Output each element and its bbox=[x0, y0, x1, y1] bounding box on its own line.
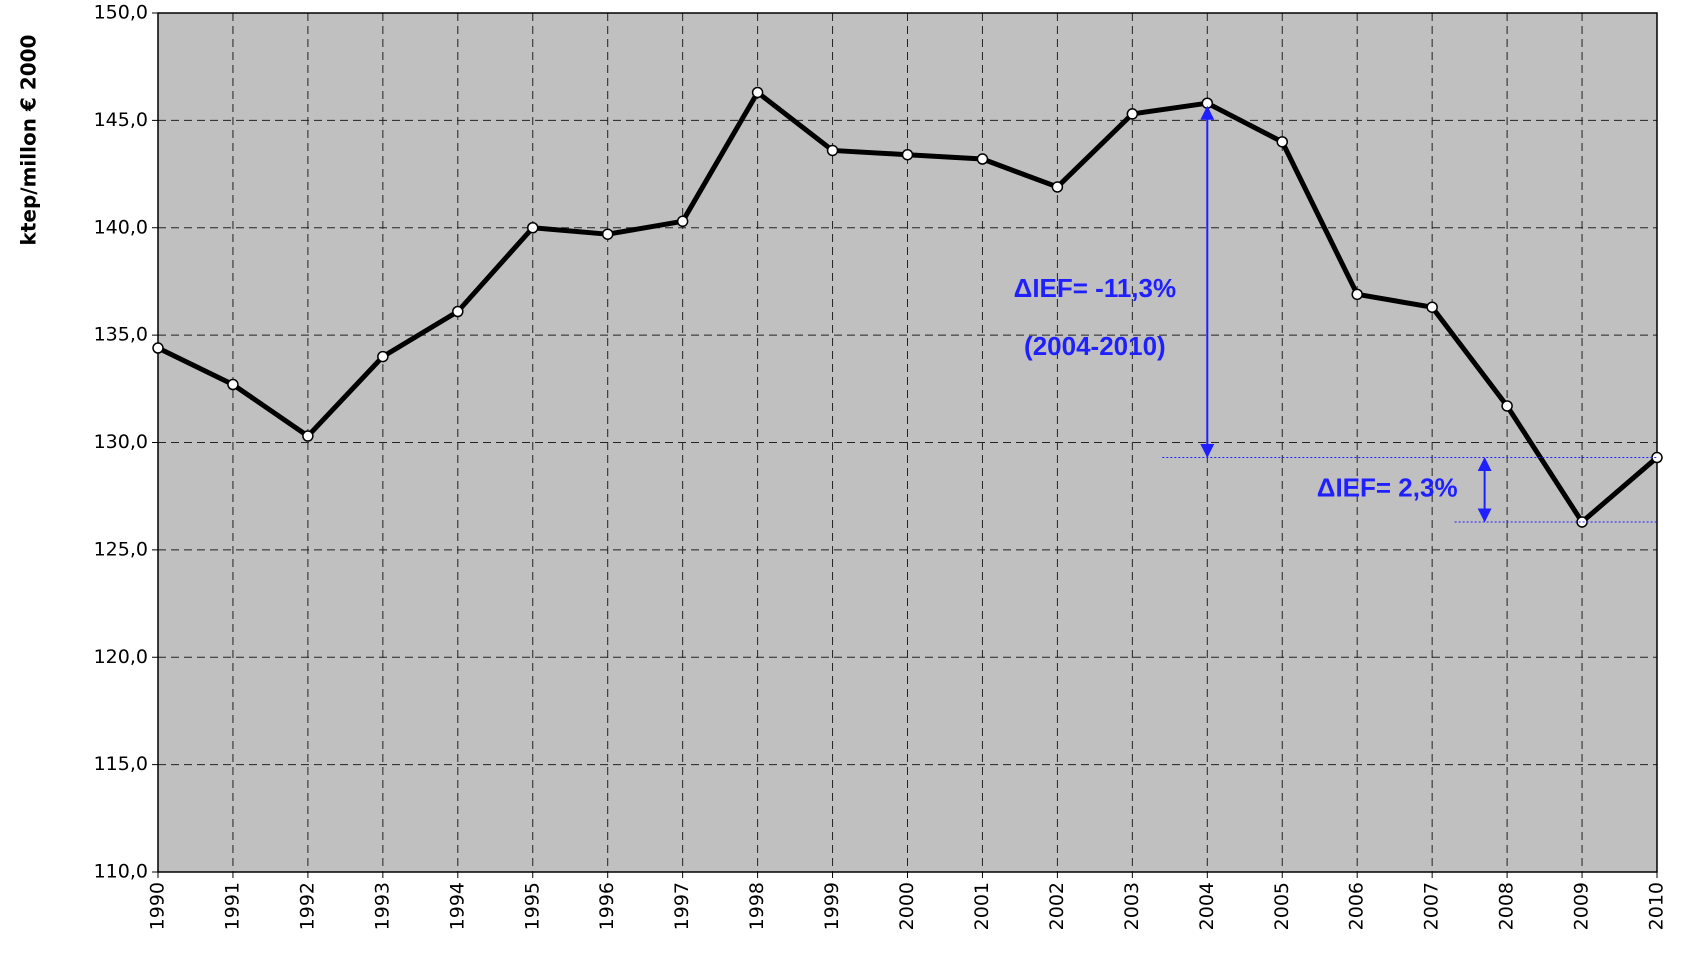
point bbox=[901, 148, 914, 161]
point bbox=[601, 228, 614, 240]
annotation: ΔIEF= 2,3% bbox=[1317, 473, 1458, 503]
y-tick-label: 120,0 bbox=[94, 646, 148, 668]
x-tick-label: 1996 bbox=[596, 882, 618, 930]
point bbox=[1276, 136, 1288, 148]
y-tick-label: 135,0 bbox=[94, 324, 148, 346]
point bbox=[1201, 97, 1214, 109]
annotation: ΔIEF= -11,3% bbox=[1014, 273, 1177, 303]
point bbox=[1351, 288, 1363, 301]
point bbox=[1051, 181, 1064, 193]
x-tick-label: 1994 bbox=[446, 882, 468, 930]
x-tick-label: 2010 bbox=[1646, 882, 1668, 930]
y-tick-label: 115,0 bbox=[94, 753, 148, 775]
annotation: (2004-2010) bbox=[1024, 331, 1166, 361]
y-tick-label: 110,0 bbox=[94, 861, 148, 883]
point bbox=[1501, 400, 1513, 412]
y-tick-label: 145,0 bbox=[94, 109, 148, 131]
y-tick-label: 125,0 bbox=[94, 538, 148, 560]
x-tick-label: 2004 bbox=[1196, 882, 1218, 930]
point bbox=[377, 350, 389, 363]
x-tick-label: 2005 bbox=[1271, 882, 1293, 930]
point bbox=[676, 215, 689, 228]
y-axis-label: ktep/millon € 2000 bbox=[17, 35, 41, 246]
point bbox=[1576, 516, 1588, 528]
point bbox=[152, 342, 164, 354]
x-tick-label: 1997 bbox=[671, 882, 693, 930]
x-tick-label: 2002 bbox=[1046, 882, 1068, 930]
point bbox=[976, 153, 989, 165]
y-tick-label: 150,0 bbox=[94, 2, 148, 24]
point bbox=[452, 305, 464, 318]
y-tick-label: 140,0 bbox=[94, 216, 148, 238]
x-tick-label: 2001 bbox=[971, 882, 993, 930]
y-tick-label: 130,0 bbox=[94, 431, 148, 453]
x-tick-label: 2009 bbox=[1571, 882, 1593, 930]
x-tick-label: 2000 bbox=[896, 882, 918, 930]
plot-border bbox=[157, 12, 1658, 873]
point bbox=[227, 378, 239, 391]
x-tick-label: 1990 bbox=[147, 882, 169, 930]
point bbox=[302, 430, 314, 442]
x-tick-label: 2006 bbox=[1346, 882, 1368, 930]
point bbox=[1426, 301, 1438, 313]
x-tick-label: 2008 bbox=[1496, 882, 1518, 930]
x-tick-label: 1991 bbox=[221, 882, 243, 930]
x-tick-label: 1992 bbox=[296, 882, 318, 930]
x-tick-label: 2007 bbox=[1421, 882, 1443, 930]
point bbox=[527, 222, 539, 234]
point bbox=[751, 86, 764, 99]
x-tick-label: 1999 bbox=[821, 882, 843, 930]
x-tick-label: 1995 bbox=[521, 882, 543, 930]
point bbox=[826, 144, 839, 157]
x-tick-label: 1993 bbox=[371, 882, 393, 930]
x-tick-label: 1998 bbox=[746, 882, 768, 930]
x-tick-label: 2003 bbox=[1121, 882, 1143, 930]
point bbox=[1126, 108, 1139, 120]
